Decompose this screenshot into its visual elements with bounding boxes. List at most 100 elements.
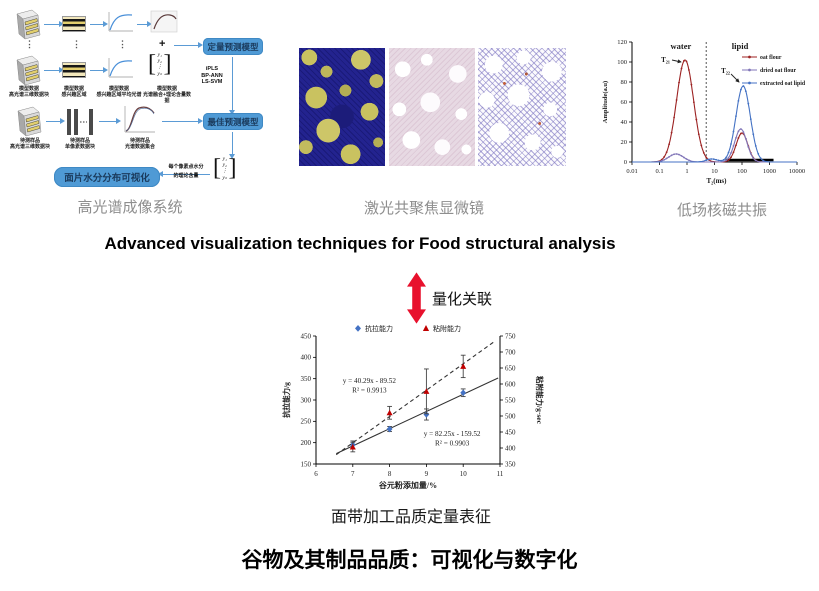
svg-text:750: 750 bbox=[505, 332, 516, 340]
vector-y2: y₂ bbox=[222, 162, 227, 169]
bracket-right: ] bbox=[163, 51, 172, 78]
flow-arrow bbox=[44, 21, 64, 28]
svg-text:1: 1 bbox=[685, 168, 688, 175]
svg-text:1000: 1000 bbox=[763, 168, 776, 175]
svg-text:6: 6 bbox=[314, 470, 318, 478]
ellipsis-dots: ⋮ bbox=[118, 39, 127, 49]
svg-text:100: 100 bbox=[617, 59, 627, 66]
svg-text:water: water bbox=[671, 41, 692, 51]
roi-stripes-icon bbox=[62, 16, 86, 32]
flow-arrow bbox=[137, 21, 152, 28]
dough-quality-chart: 6 7 8 9 10 11 150 200 250 300 350 400 450 350 400 450 50… bbox=[281, 324, 545, 490]
algorithm-list: iPLS BP-ANN LS-SVM bbox=[201, 66, 223, 85]
confocal-image-stained bbox=[299, 48, 385, 166]
svg-text:10000: 10000 bbox=[789, 168, 805, 175]
svg-text:80: 80 bbox=[621, 79, 628, 86]
flow-label: 模型数据 感兴趣区域平均光谱 bbox=[96, 86, 142, 98]
flow-arrow bbox=[90, 67, 108, 74]
caption-confocal: 激光共聚焦显微镜 bbox=[363, 200, 484, 217]
svg-text:10: 10 bbox=[460, 470, 468, 478]
vector-y2: y₂ bbox=[157, 58, 162, 65]
section-subtitle: Advanced visualization techniques for Fo… bbox=[104, 234, 616, 253]
fused-spectrum-icon bbox=[150, 10, 178, 33]
flow-arrow bbox=[44, 67, 64, 74]
flow-label: 待测样品 单像素数据块 bbox=[64, 138, 95, 150]
vector-y1: y₁ bbox=[157, 52, 162, 58]
svg-text:抗拉能力: 抗拉能力 bbox=[365, 324, 393, 333]
bracket-left: [ bbox=[148, 51, 156, 78]
flow-arrow bbox=[46, 118, 65, 125]
svg-text:R² = 0.9913: R² = 0.9913 bbox=[352, 386, 387, 394]
ellipsis-dots: ⋮ bbox=[72, 39, 81, 49]
svg-text:lipid: lipid bbox=[732, 41, 749, 51]
pixel-moisture-note: 每个像素点水分 的理论含量 bbox=[168, 164, 204, 179]
svg-text:450: 450 bbox=[301, 332, 312, 340]
best-model-box: 最佳预测模型 bbox=[203, 113, 263, 130]
double-arrow-icon bbox=[407, 272, 426, 324]
spectra-set-icon bbox=[124, 106, 155, 133]
content-vector: [ y₁ y₂ ⋮ yₙ ] bbox=[148, 52, 172, 77]
flow-label: 模型数据 高光谱三维数据块 bbox=[8, 86, 49, 98]
svg-text:y = 40.29x - 89.52: y = 40.29x - 89.52 bbox=[343, 377, 397, 385]
svg-text:450: 450 bbox=[505, 428, 516, 436]
svg-text:T₂₁: T₂₁ bbox=[661, 56, 670, 64]
page-title: 谷物及其制品品质：可视化与数字化 bbox=[241, 549, 578, 572]
spectrum-plot-icon bbox=[108, 12, 133, 32]
sample-cube-icon bbox=[16, 9, 41, 40]
roi-stripes-icon bbox=[62, 62, 86, 78]
flow-arrow bbox=[162, 118, 203, 125]
flow-arrow bbox=[174, 42, 203, 49]
hyperspectral-flowchart: ⋮ ⋮ ⋮ + [ y₁ y₂ ⋮ yₙ bbox=[6, 2, 288, 216]
pixel-columns-icon bbox=[67, 109, 93, 135]
svg-text:400: 400 bbox=[505, 444, 516, 452]
svg-text:Amplitude(a.u): Amplitude(a.u) bbox=[602, 81, 609, 123]
svg-text:700: 700 bbox=[505, 348, 516, 356]
flow-label: 待测样品 高光谱三维数据块 bbox=[9, 138, 50, 150]
svg-text:20: 20 bbox=[621, 139, 628, 146]
svg-text:0.1: 0.1 bbox=[655, 168, 663, 175]
svg-text:11: 11 bbox=[497, 470, 504, 478]
svg-text:T₂(ms): T₂(ms) bbox=[707, 177, 728, 185]
svg-text:600: 600 bbox=[505, 380, 516, 388]
svg-text:R² = 0.9903: R² = 0.9903 bbox=[435, 439, 470, 447]
svg-text:抗拉能力/g: 抗拉能力/g bbox=[281, 382, 291, 418]
svg-text:200: 200 bbox=[301, 439, 312, 447]
spectrum-plot-icon bbox=[108, 58, 133, 78]
svg-text:150: 150 bbox=[301, 460, 312, 468]
bracket-left: [ bbox=[213, 155, 221, 182]
vector-dots: ⋮ bbox=[222, 168, 228, 175]
svg-text:500: 500 bbox=[505, 412, 516, 420]
svg-text:0.01: 0.01 bbox=[626, 168, 637, 175]
quantitative-model-box: 定量预测模型 bbox=[203, 38, 263, 55]
flow-label: 模型数据 光谱融合+理论含量数据 bbox=[143, 86, 191, 104]
nmr-chart: 0 20 40 60 80 100 120 0.01 0.1 1 10 100 1000 10000 Amp… bbox=[602, 39, 806, 185]
svg-text:10: 10 bbox=[711, 168, 718, 175]
svg-text:650: 650 bbox=[505, 364, 516, 372]
flow-label: 模型数据 感兴趣区域 bbox=[61, 86, 87, 98]
svg-text:T₂₂: T₂₂ bbox=[721, 67, 730, 75]
svg-text:60: 60 bbox=[621, 99, 628, 106]
ellipsis-dots: ⋮ bbox=[25, 39, 34, 49]
sample-cube-icon bbox=[17, 106, 42, 137]
sample-cube-icon bbox=[16, 55, 41, 86]
svg-text:粘附能力: 粘附能力 bbox=[433, 324, 461, 333]
caption-nmr: 低场核磁共振 bbox=[676, 202, 767, 219]
vector-dots: ⋮ bbox=[157, 64, 163, 71]
correlation-label: 量化关联 bbox=[432, 291, 493, 308]
moisture-visualization-box: 面片水分分布可视化 bbox=[54, 167, 160, 187]
flow-arrow-down bbox=[229, 57, 236, 115]
plus-sign: + bbox=[159, 38, 166, 50]
confocal-image-network bbox=[478, 48, 566, 166]
caption-scatter: 面带加工品质定量表征 bbox=[330, 509, 491, 526]
bracket-right: ] bbox=[228, 155, 237, 182]
vector-yn: yₙ bbox=[157, 70, 163, 77]
flow-label: 待测样品 光谱数据集合 bbox=[124, 138, 155, 150]
vector-yn: yₙ bbox=[222, 174, 228, 181]
svg-text:250: 250 bbox=[301, 418, 312, 426]
svg-text:dried oat flour: dried oat flour bbox=[760, 68, 796, 74]
svg-text:350: 350 bbox=[301, 375, 312, 383]
svg-text:oat flour: oat flour bbox=[760, 55, 782, 61]
svg-text:谷元粉添加量/%: 谷元粉添加量/% bbox=[378, 480, 437, 490]
flow-arrow bbox=[99, 118, 121, 125]
